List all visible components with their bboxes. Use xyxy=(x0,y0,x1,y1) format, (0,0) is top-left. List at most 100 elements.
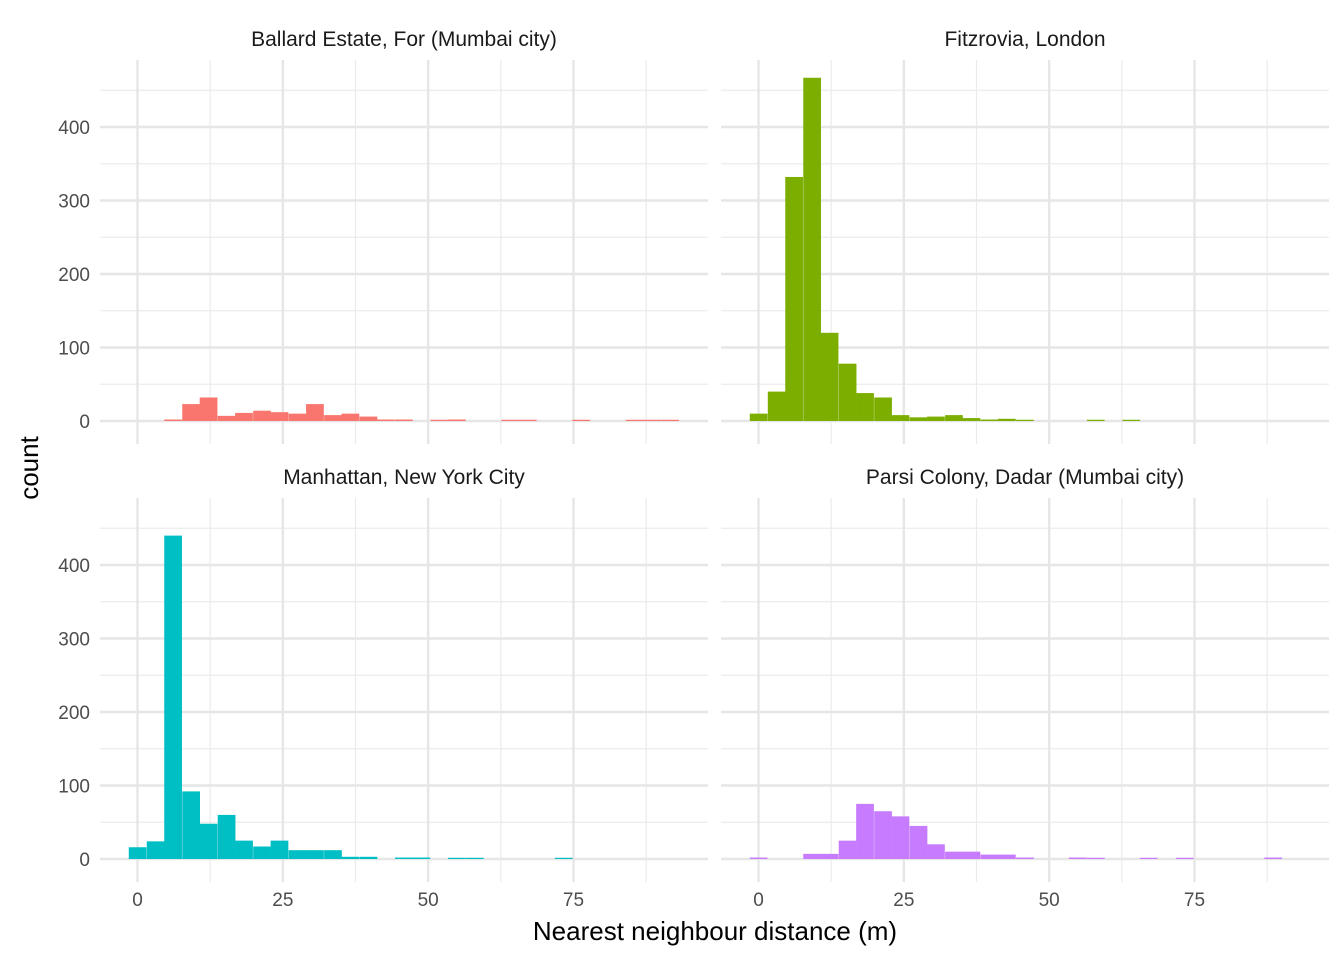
y-tick-label: 200 xyxy=(58,265,90,286)
histogram-bar xyxy=(1122,419,1141,421)
x-axis-title: Nearest neighbour distance (m) xyxy=(533,916,897,946)
y-tick-label: 300 xyxy=(58,192,90,213)
x-tick-label: 0 xyxy=(132,890,143,911)
histogram-bar xyxy=(1086,857,1105,859)
histogram-bar xyxy=(447,857,466,859)
histogram-bar xyxy=(909,417,928,421)
histogram-bar xyxy=(306,404,324,421)
histogram-bar xyxy=(341,413,360,421)
histogram-bar xyxy=(998,854,1016,859)
facet-title: Parsi Colony, Dadar (Mumbai city) xyxy=(866,466,1184,489)
histogram-bar xyxy=(891,816,910,859)
histogram-bar xyxy=(838,840,857,859)
histogram-bar xyxy=(146,841,165,859)
y-axis-title: count xyxy=(14,435,44,499)
histogram-bar xyxy=(199,397,218,421)
histogram-bar xyxy=(341,856,360,859)
histogram-bar xyxy=(1068,857,1087,859)
histogram-bar xyxy=(164,419,182,421)
histogram-bar xyxy=(945,415,963,421)
histogram-bar xyxy=(217,415,236,421)
histogram-bar xyxy=(182,404,200,421)
histogram-bar xyxy=(359,416,378,421)
histogram-bar xyxy=(288,850,307,859)
histogram-bar xyxy=(625,419,644,421)
histogram-bar xyxy=(1086,419,1105,421)
histogram-bar xyxy=(128,847,147,859)
facet-panel: Ballard Estate, For (Mumbai city) 0 100 200… xyxy=(58,28,708,444)
histogram-bar xyxy=(1175,857,1194,859)
histogram-bar xyxy=(1264,857,1282,859)
histogram-bar xyxy=(182,791,200,859)
histogram-bar xyxy=(767,391,786,421)
histogram-bar xyxy=(998,418,1016,421)
histogram-bar xyxy=(217,814,236,859)
histogram-bar xyxy=(253,846,271,859)
x-tick-label: 75 xyxy=(563,890,584,911)
histogram-bar xyxy=(874,397,892,421)
histogram-bar xyxy=(909,825,928,859)
histogram-bar xyxy=(661,419,680,421)
x-tick-label: 25 xyxy=(272,890,293,911)
histogram-bar xyxy=(270,412,289,421)
histogram-bar xyxy=(465,857,484,859)
histogram-bar xyxy=(785,176,803,421)
histogram-bar xyxy=(945,851,963,859)
histogram-bar xyxy=(874,811,892,859)
histogram-bar xyxy=(253,410,271,421)
facet-panel: Manhattan, New York City 0 100 200 300 400 0 25… xyxy=(58,466,708,911)
histogram-bar xyxy=(803,853,821,859)
histogram-bar xyxy=(395,857,413,859)
histogram-bar xyxy=(1016,857,1034,859)
histogram-bar xyxy=(501,419,520,421)
y-tick-label: 0 xyxy=(79,850,90,871)
histogram-bar xyxy=(270,840,289,859)
y-tick-label: 100 xyxy=(58,777,90,798)
y-tick-label: 400 xyxy=(58,556,90,577)
histogram-bar xyxy=(820,332,839,421)
facet-panel: Fitzrovia, London xyxy=(721,28,1329,444)
x-tick-label: 0 xyxy=(753,890,764,911)
histogram-bar xyxy=(554,857,573,859)
y-tick-label: 200 xyxy=(58,703,90,724)
histogram-bar xyxy=(838,363,857,421)
x-tick-label: 50 xyxy=(418,890,439,911)
histogram-bar xyxy=(980,419,999,421)
histogram-bar xyxy=(235,840,253,859)
histogram-bar xyxy=(324,415,342,421)
facet-title: Fitzrovia, London xyxy=(944,28,1105,51)
facet-panel: Parsi Colony, Dadar (Mumbai city) 0 25 50 75 xyxy=(721,466,1329,911)
facet-title: Ballard Estate, For (Mumbai city) xyxy=(251,28,557,51)
histogram-bar xyxy=(643,419,661,421)
histogram-bar xyxy=(324,850,342,859)
histogram-bar xyxy=(962,418,981,421)
histogram-bar xyxy=(164,535,182,859)
histogram-bar xyxy=(430,419,449,421)
histogram-bar xyxy=(1139,857,1158,859)
histogram-bar xyxy=(749,413,768,421)
x-tick-label: 50 xyxy=(1039,890,1060,911)
histogram-bar xyxy=(927,844,945,859)
y-tick-label: 300 xyxy=(58,630,90,651)
y-tick-label: 0 xyxy=(79,412,90,433)
x-tick-label: 25 xyxy=(893,890,914,911)
histogram-bar xyxy=(927,416,945,421)
facet-title: Manhattan, New York City xyxy=(283,466,525,489)
histogram-bar xyxy=(199,823,218,859)
histogram-bar xyxy=(306,850,324,859)
histogram-bar xyxy=(288,413,307,421)
histogram-bar xyxy=(377,419,395,421)
histogram-bar xyxy=(856,803,874,859)
histogram-bar xyxy=(856,393,874,421)
histogram-bar xyxy=(447,419,466,421)
histogram-bar xyxy=(412,857,431,859)
histogram-bar xyxy=(891,415,910,421)
x-tick-label: 75 xyxy=(1184,890,1205,911)
histogram-bar xyxy=(820,853,839,859)
histogram-bar xyxy=(518,419,537,421)
histogram-bar xyxy=(980,854,999,859)
histogram-bar xyxy=(1016,419,1034,421)
histogram-bar xyxy=(803,77,821,421)
histogram-bar xyxy=(395,419,413,421)
